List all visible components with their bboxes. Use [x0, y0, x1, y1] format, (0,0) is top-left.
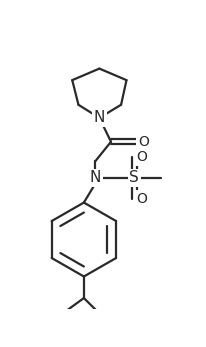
Text: O: O — [136, 192, 147, 206]
Text: O: O — [136, 150, 147, 164]
Text: N: N — [90, 170, 101, 185]
Text: S: S — [129, 170, 139, 185]
Text: O: O — [138, 135, 149, 149]
Text: N: N — [94, 110, 105, 125]
